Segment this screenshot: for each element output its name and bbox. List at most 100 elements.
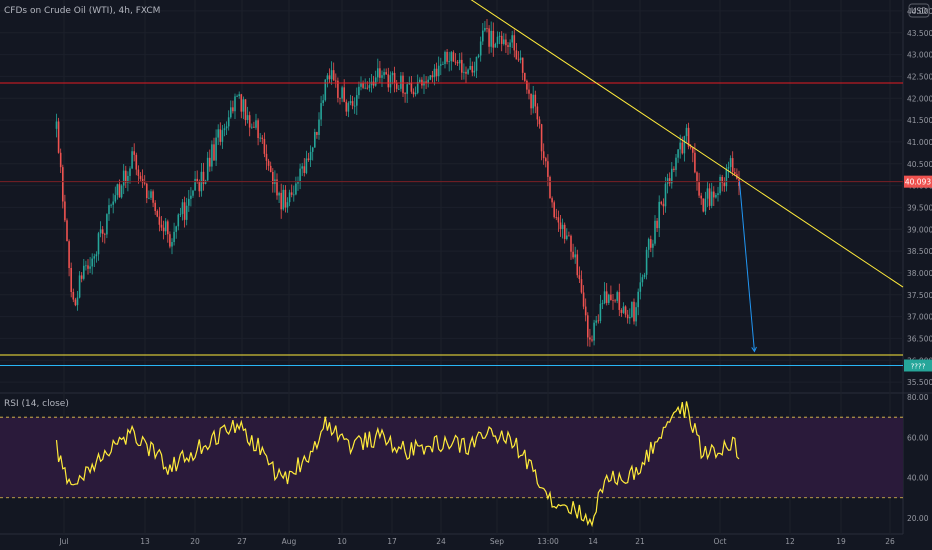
candle-body [492, 30, 495, 48]
candle [292, 185, 295, 202]
candle-body [232, 107, 234, 112]
candle-body [85, 265, 87, 267]
candle-body [523, 72, 526, 81]
candle-body [418, 79, 421, 82]
candle [236, 94, 238, 98]
candle [513, 29, 516, 58]
candle-body [303, 166, 306, 173]
candle [429, 74, 432, 81]
candle [668, 172, 671, 187]
candle-body [211, 144, 213, 167]
candle-body [261, 137, 264, 139]
candle-body [727, 167, 730, 169]
candle-body [715, 194, 717, 198]
candle-body [244, 99, 247, 121]
candle [68, 239, 70, 277]
candle-body [127, 175, 129, 183]
price-tick-label: 44.000 [907, 7, 932, 16]
price-pane[interactable] [0, 0, 904, 366]
candle-body [257, 120, 259, 139]
candle-body [190, 195, 192, 199]
candle-body [393, 72, 396, 84]
candle-body [112, 201, 114, 205]
candle-body [337, 80, 339, 98]
candle-body [532, 94, 534, 109]
candle-body [433, 68, 436, 78]
candle [57, 117, 60, 154]
candle [624, 305, 627, 318]
candle [626, 309, 629, 324]
rsi-pane[interactable] [0, 401, 903, 528]
candle-body [484, 27, 486, 31]
candle [242, 96, 245, 120]
time-tick-label: 17 [387, 537, 397, 546]
candle [143, 175, 146, 186]
candle [446, 49, 448, 65]
candle-body [389, 75, 392, 88]
candle-body [183, 202, 186, 220]
candle-body [595, 320, 597, 323]
candle-body [137, 169, 140, 176]
candle-body [150, 191, 152, 198]
candle-body [702, 198, 705, 212]
candle-body [658, 201, 660, 229]
candle [509, 39, 511, 54]
candle-body [360, 82, 362, 87]
candle-body [129, 168, 131, 176]
candle-body [685, 127, 688, 137]
time-tick-label: 26 [885, 537, 895, 546]
candle-body [708, 188, 711, 206]
rsi-axis[interactable]: 80.00 60.00 40.00 20.00 [907, 393, 929, 523]
candle-body [607, 294, 610, 303]
candle-body [475, 56, 478, 71]
price-axis[interactable]: 44.000 43.500 43.000 42.500 42.000 41.500 41.0… [904, 7, 932, 387]
projection-arrow[interactable] [738, 181, 755, 352]
candle-body [152, 191, 154, 203]
rsi-title: RSI (14, close) [4, 399, 69, 409]
candle [332, 62, 335, 81]
candle-body [429, 75, 432, 80]
candle-body [507, 45, 509, 48]
candle [318, 112, 320, 140]
rsi-line[interactable] [55, 401, 740, 528]
candle [120, 184, 123, 199]
candle-body [196, 178, 198, 182]
candle [99, 221, 102, 238]
price-tick-label: 41.500 [907, 116, 932, 125]
candle [551, 196, 553, 208]
candle [72, 288, 75, 303]
currency-badge[interactable]: USD [908, 3, 930, 18]
candle-body [631, 301, 633, 318]
candle [450, 50, 453, 71]
time-tick-label: 10 [337, 537, 347, 546]
candle-body [597, 320, 600, 322]
candle [492, 22, 495, 57]
candle [610, 285, 612, 301]
time-axis[interactable]: Jul 13 20 27 Aug 10 17 24 Sep 13:00 14 21 Oct 12 19 26 [58, 537, 895, 546]
candle [171, 238, 173, 255]
candle [379, 60, 381, 84]
candle [339, 97, 341, 105]
candle-body [519, 57, 522, 61]
time-tick-label: 21 [635, 537, 645, 546]
candle-body [572, 251, 574, 258]
price-tick-label: 39.000 [907, 225, 932, 234]
candle [500, 31, 503, 52]
candle-body [731, 158, 734, 172]
candle [364, 78, 366, 90]
trendline[interactable] [462, 0, 904, 288]
currency-badge-label: USD [911, 7, 927, 16]
candle-body [712, 191, 715, 198]
candle [530, 93, 532, 115]
price-tick-label: 37.500 [907, 291, 932, 300]
candle [488, 25, 490, 54]
candle [494, 42, 497, 48]
candle [496, 31, 499, 48]
candle [106, 213, 108, 239]
candle-body [490, 30, 492, 47]
candle [238, 91, 240, 99]
candle [208, 149, 211, 172]
candle [481, 23, 484, 46]
candle [628, 308, 631, 325]
